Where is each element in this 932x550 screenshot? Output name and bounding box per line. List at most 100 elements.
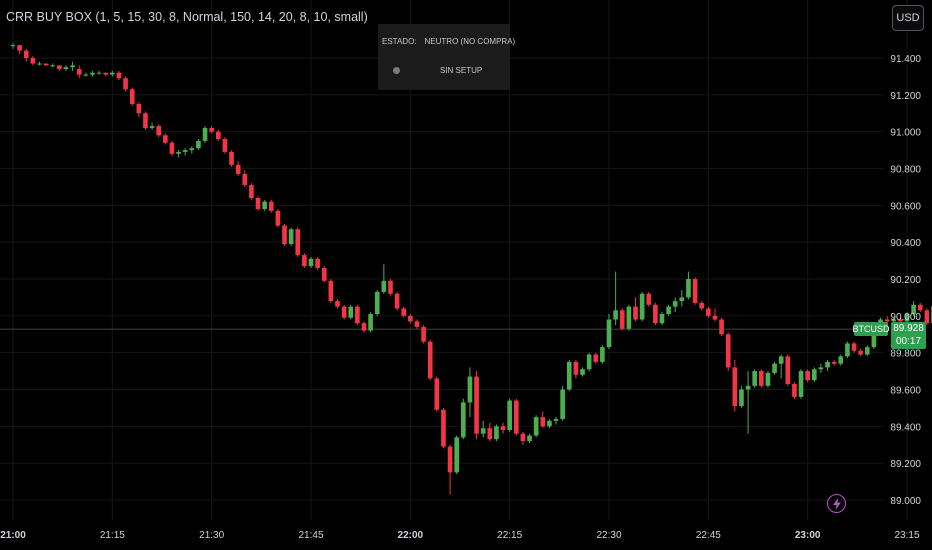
status-dot-icon xyxy=(393,67,400,74)
candle-body xyxy=(924,310,930,324)
time-scale: 21:00 21:15 21:30 21:45 22:00 22:15 22:30 22:45… xyxy=(0,530,920,541)
candle xyxy=(798,369,804,399)
price-tick-label: 89.800 xyxy=(890,349,921,360)
candle-body xyxy=(898,319,903,322)
price-scale: 91.400 91.200 91.000 90.800 90.600 90.400 90.2… xyxy=(890,54,921,507)
candle-body xyxy=(785,356,791,384)
candle xyxy=(116,70,122,81)
currency-button[interactable]: USD xyxy=(892,5,924,31)
candle-body xyxy=(17,45,22,51)
candle-body xyxy=(838,356,844,364)
candle xyxy=(361,321,367,333)
time-tick-label: 21:45 xyxy=(298,530,323,541)
candle-body xyxy=(129,89,135,105)
candle-body xyxy=(162,135,168,143)
candle xyxy=(460,398,466,440)
time-tick-label: 22:00 xyxy=(398,530,424,541)
candle-body xyxy=(917,304,923,311)
candle-body xyxy=(646,293,652,305)
candle xyxy=(653,302,658,326)
candle xyxy=(149,122,155,130)
candle-body xyxy=(70,65,75,68)
candle-body xyxy=(659,313,665,324)
candle-body xyxy=(447,446,453,473)
candle-body xyxy=(149,126,155,128)
candle-body xyxy=(460,402,466,438)
candle xyxy=(215,129,221,141)
candle-body xyxy=(43,63,49,66)
candle-body xyxy=(176,151,181,154)
indicator-title[interactable]: CRR BUY BOX (1, 5, 15, 30, 8, Normal, 15… xyxy=(6,10,368,24)
candle-body xyxy=(600,347,605,362)
candle-body xyxy=(229,151,234,165)
candle xyxy=(83,72,89,77)
candle xyxy=(110,70,115,77)
candle-body xyxy=(368,313,373,331)
candle xyxy=(686,271,691,300)
candle xyxy=(348,304,354,320)
candle xyxy=(864,345,870,357)
candle-body xyxy=(891,319,897,322)
candle xyxy=(772,361,777,375)
candle xyxy=(513,398,519,436)
candle xyxy=(242,170,248,187)
candle-body xyxy=(831,361,837,364)
candle-body xyxy=(732,367,738,407)
price-tick-label: 91.400 xyxy=(890,54,921,65)
candle-body xyxy=(778,356,784,364)
candle xyxy=(262,199,267,211)
candle xyxy=(566,360,572,392)
candle-body xyxy=(679,297,685,302)
candle-body xyxy=(494,426,499,440)
candle-body xyxy=(686,279,691,298)
candle-body xyxy=(480,428,486,434)
candle xyxy=(156,124,162,138)
candle-body xyxy=(513,400,519,434)
price-tick-label: 89.600 xyxy=(890,386,921,397)
candle xyxy=(441,407,446,449)
estado-value: NEUTRO (NO COMPRA) xyxy=(424,37,516,46)
candle xyxy=(619,308,625,331)
candle-body xyxy=(136,104,142,114)
candle-body xyxy=(613,310,618,320)
candle-body xyxy=(209,127,214,132)
candle xyxy=(606,313,612,349)
candle-body xyxy=(633,306,638,320)
candle xyxy=(785,354,791,386)
candle xyxy=(282,223,287,246)
candle xyxy=(811,367,817,383)
candle-body xyxy=(282,225,287,245)
bar-countdown: 00:17 xyxy=(895,336,922,347)
candle xyxy=(845,341,850,359)
candle-body xyxy=(805,371,810,381)
time-tick-label: 22:45 xyxy=(696,530,721,541)
candle-body xyxy=(50,65,56,67)
candle-body xyxy=(573,361,579,375)
status-row: ESTADO: NEUTRO (NO COMPRA) xyxy=(382,37,515,46)
candle xyxy=(57,65,62,71)
candle-body xyxy=(427,341,433,379)
chart-grid xyxy=(0,0,908,520)
candle-body xyxy=(83,74,89,76)
candle xyxy=(355,304,360,326)
candle-body xyxy=(96,72,102,74)
candle-body xyxy=(215,131,221,140)
candle-body xyxy=(394,293,400,309)
candle xyxy=(586,352,592,372)
candle-body xyxy=(487,428,493,440)
candle xyxy=(268,199,274,213)
candle xyxy=(805,369,810,383)
candle xyxy=(90,70,95,77)
candle-body xyxy=(454,437,460,473)
candle-body xyxy=(792,383,797,397)
candle-body xyxy=(725,334,731,368)
lightning-icon[interactable] xyxy=(827,494,846,513)
candle xyxy=(454,435,460,475)
candle-body xyxy=(639,293,645,320)
price-tick-label: 89.400 xyxy=(890,422,921,433)
candle-body xyxy=(242,174,248,186)
candle xyxy=(639,291,645,322)
candle-body xyxy=(772,363,777,373)
price-tick-label: 89.200 xyxy=(890,459,921,470)
